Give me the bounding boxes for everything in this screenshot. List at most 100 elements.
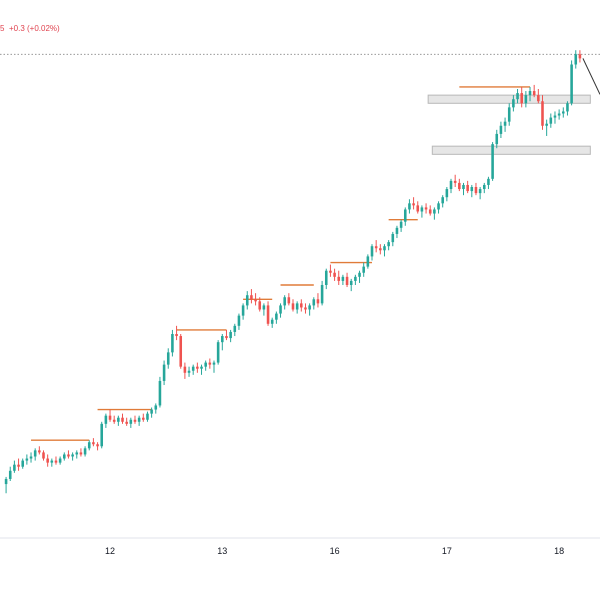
candle[interactable]	[549, 113, 553, 128]
candle[interactable]	[108, 409, 112, 422]
candle[interactable]	[208, 358, 212, 369]
candle[interactable]	[512, 95, 515, 112]
candle[interactable]	[262, 303, 266, 316]
candle[interactable]	[458, 178, 461, 192]
candle[interactable]	[87, 440, 91, 451]
candle[interactable]	[270, 317, 274, 328]
candle[interactable]	[245, 291, 249, 310]
candle[interactable]	[541, 95, 544, 130]
candle[interactable]	[104, 413, 108, 428]
candle[interactable]	[8, 466, 12, 481]
candle[interactable]	[200, 364, 203, 375]
candle[interactable]	[528, 86, 532, 102]
candle[interactable]	[13, 460, 16, 473]
candle[interactable]	[433, 207, 436, 220]
candle[interactable]	[420, 205, 424, 218]
candle[interactable]	[561, 107, 565, 118]
candle[interactable]	[449, 178, 453, 194]
candle[interactable]	[553, 111, 557, 124]
candle[interactable]	[516, 89, 519, 104]
candle[interactable]	[470, 184, 474, 198]
candle[interactable]	[63, 452, 66, 461]
candle[interactable]	[520, 86, 523, 108]
candle[interactable]	[358, 270, 361, 283]
candle[interactable]	[295, 301, 299, 314]
candle[interactable]	[129, 417, 133, 428]
candle[interactable]	[142, 413, 145, 422]
candle[interactable]	[387, 240, 390, 251]
candle[interactable]	[162, 360, 166, 386]
candle[interactable]	[482, 182, 486, 194]
candle[interactable]	[75, 450, 79, 459]
candle[interactable]	[333, 268, 336, 281]
candle[interactable]	[495, 129, 499, 149]
candle[interactable]	[212, 360, 216, 373]
candle[interactable]	[279, 303, 282, 318]
candle[interactable]	[38, 446, 41, 455]
candle[interactable]	[374, 240, 378, 253]
candle[interactable]	[507, 103, 511, 126]
candle[interactable]	[291, 299, 295, 312]
candle[interactable]	[487, 176, 490, 190]
candle[interactable]	[437, 201, 440, 214]
candle[interactable]	[300, 299, 303, 312]
candle[interactable]	[92, 438, 95, 447]
candle[interactable]	[453, 174, 457, 187]
candle[interactable]	[150, 407, 153, 418]
candle[interactable]	[354, 274, 357, 285]
candle[interactable]	[462, 182, 465, 196]
candle[interactable]	[329, 264, 332, 277]
candle[interactable]	[416, 201, 420, 214]
candle[interactable]	[283, 295, 286, 310]
candle[interactable]	[50, 458, 54, 467]
candle[interactable]	[21, 458, 25, 469]
candle[interactable]	[424, 203, 428, 214]
candle[interactable]	[42, 450, 45, 461]
candle[interactable]	[275, 311, 278, 324]
candle[interactable]	[399, 219, 403, 232]
candle[interactable]	[441, 195, 444, 208]
candle[interactable]	[29, 452, 33, 463]
candle[interactable]	[324, 268, 328, 290]
candle[interactable]	[337, 270, 341, 285]
candle[interactable]	[225, 329, 228, 341]
candle[interactable]	[545, 119, 548, 136]
candle[interactable]	[179, 334, 183, 369]
candle[interactable]	[478, 187, 482, 200]
candle[interactable]	[499, 121, 503, 138]
candle[interactable]	[79, 448, 83, 457]
candle[interactable]	[117, 415, 120, 426]
candle[interactable]	[391, 231, 395, 247]
candle[interactable]	[83, 446, 87, 457]
candle[interactable]	[491, 142, 494, 181]
candle[interactable]	[154, 403, 158, 414]
candle[interactable]	[67, 450, 70, 459]
candle[interactable]	[166, 348, 170, 369]
candle[interactable]	[46, 454, 49, 467]
candle[interactable]	[403, 207, 407, 226]
candle[interactable]	[4, 476, 8, 494]
candle[interactable]	[341, 274, 345, 285]
candle[interactable]	[71, 452, 74, 461]
candle[interactable]	[221, 334, 224, 351]
candle[interactable]	[524, 91, 528, 108]
candle[interactable]	[316, 293, 320, 308]
candle[interactable]	[229, 329, 232, 343]
candle[interactable]	[125, 417, 128, 426]
candle[interactable]	[254, 293, 257, 306]
candle[interactable]	[171, 329, 174, 357]
candle[interactable]	[112, 415, 116, 424]
candle[interactable]	[320, 280, 324, 306]
candle[interactable]	[557, 109, 561, 120]
candle[interactable]	[266, 301, 270, 326]
candle[interactable]	[379, 244, 382, 255]
candle[interactable]	[408, 199, 411, 214]
candle[interactable]	[308, 303, 311, 316]
candle[interactable]	[366, 254, 370, 269]
candle[interactable]	[191, 364, 195, 375]
candle[interactable]	[445, 187, 449, 202]
candle[interactable]	[349, 278, 353, 292]
candle[interactable]	[428, 205, 432, 216]
candle[interactable]	[503, 117, 507, 132]
